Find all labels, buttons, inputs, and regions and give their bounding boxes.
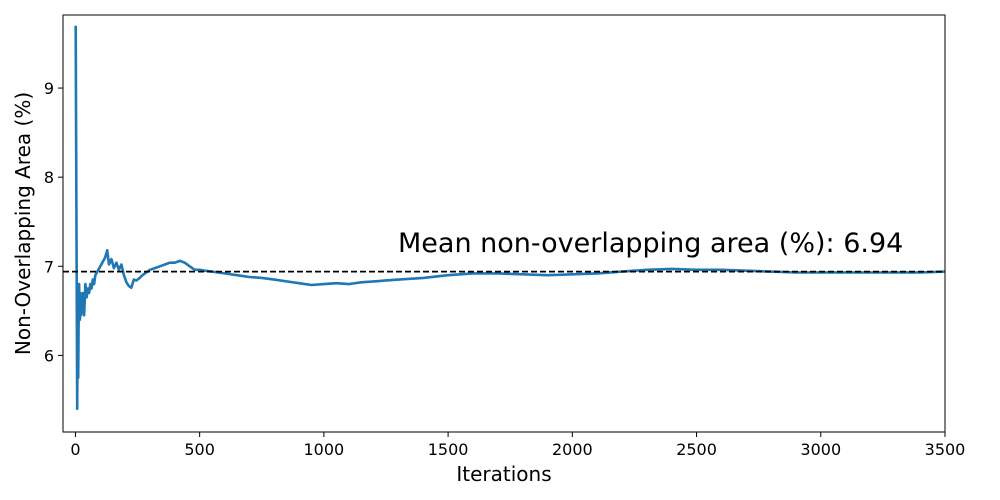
x-tick-label: 1500 (428, 440, 469, 459)
x-tick-label: 3000 (800, 440, 841, 459)
series-line-0 (74, 25, 946, 411)
y-tick-label: 6 (44, 346, 54, 365)
mean-annotation: Mean non-overlapping area (%): 6.94 (398, 228, 903, 259)
y-axis: 6 7 8 9 (44, 79, 63, 365)
series-layer (74, 25, 946, 411)
x-tick-label: 500 (184, 440, 215, 459)
y-axis-label: Non-Overlapping Area (%) (11, 92, 35, 355)
x-tick-label: 1000 (304, 440, 345, 459)
plot-area (63, 15, 945, 432)
x-tick-label: 3500 (925, 440, 966, 459)
x-axis: 0 500 1000 1500 2000 2500 3000 3500 (70, 432, 965, 459)
x-tick-label: 0 (70, 440, 80, 459)
plot-frame (62, 14, 946, 433)
y-tick-label: 8 (44, 168, 54, 187)
y-tick-label: 9 (44, 79, 54, 98)
x-tick-label: 2500 (676, 440, 717, 459)
x-tick-label: 2000 (552, 440, 593, 459)
y-tick-label: 7 (44, 257, 54, 276)
x-axis-label: Iterations (456, 462, 551, 486)
